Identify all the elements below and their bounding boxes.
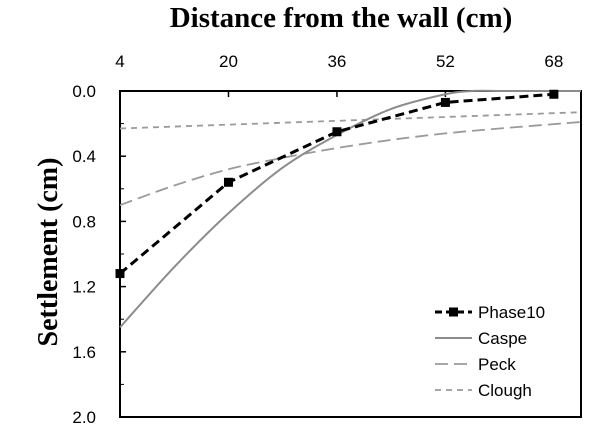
legend-label: Clough: [478, 381, 532, 400]
y-tick-label: 0.4: [72, 147, 96, 166]
legend-label: Phase10: [478, 303, 545, 322]
y-tick-label: 0.8: [72, 212, 96, 231]
y-tick-label: 2.0: [72, 408, 96, 427]
data-point-marker: [440, 97, 450, 107]
data-point-marker: [115, 269, 125, 279]
y-axis-ticks: 0.0 0.4 0.8 1.2 1.6 2.0: [72, 82, 126, 427]
legend-marker: [449, 307, 458, 317]
y-axis-label: Settlement (cm): [33, 158, 64, 347]
series-line-clough: [119, 111, 582, 130]
x-tick-label: 52: [436, 52, 455, 71]
data-series: [115, 89, 582, 329]
legend: Phase10 Caspe Peck Clough: [435, 303, 545, 400]
data-point-marker: [332, 127, 342, 137]
legend-label: Caspe: [478, 329, 527, 348]
data-point-marker: [549, 89, 559, 99]
y-tick-label: 1.6: [72, 343, 96, 362]
series-line-peck: [119, 121, 582, 206]
y-tick-label: 0.0: [72, 82, 96, 101]
data-point-marker: [223, 177, 233, 187]
series-line-phase10: [119, 92, 554, 275]
series-line-caspe: [119, 89, 582, 329]
x-tick-label: 68: [544, 52, 563, 71]
y-tick-label: 1.2: [72, 278, 96, 297]
x-tick-label: 4: [115, 52, 124, 71]
x-tick-label: 36: [327, 52, 346, 71]
x-tick-label: 20: [219, 52, 238, 71]
chart-title: Distance from the wall (cm): [170, 2, 513, 34]
legend-label: Peck: [478, 355, 516, 374]
